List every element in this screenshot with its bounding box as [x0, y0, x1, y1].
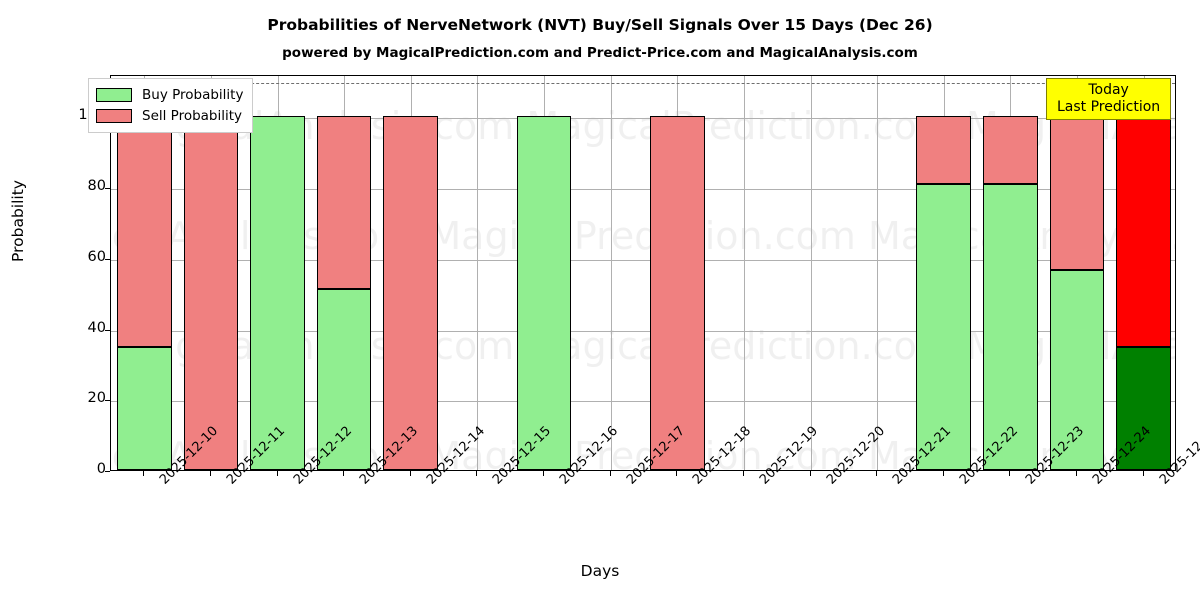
x-axis-tick-label: 2025-12-18	[690, 424, 754, 488]
bar-segment-sell[interactable]	[1049, 116, 1105, 270]
gridline-horizontal	[111, 189, 1175, 191]
y-axis-tick-mark	[105, 188, 110, 190]
bar-segment-buy[interactable]	[1116, 346, 1171, 470]
plot-area: MagicalAnalysis.com MagicalPrediction.co…	[110, 75, 1176, 471]
x-axis-tick-mark	[1076, 471, 1078, 476]
bar-segment-buy[interactable]	[316, 288, 372, 470]
x-axis-tick-mark	[343, 471, 345, 476]
bar-segment-sell[interactable]	[183, 116, 239, 470]
bar-column[interactable]	[516, 76, 572, 470]
x-axis-tick-mark	[143, 471, 145, 476]
bar-segment-sell[interactable]	[383, 116, 439, 470]
y-axis-tick-label: 40	[87, 319, 106, 336]
x-axis-tick-label: 2025-12-22	[957, 424, 1021, 488]
bar-segment-sell[interactable]	[116, 116, 172, 348]
bar-column[interactable]	[1049, 76, 1105, 470]
x-axis-tick-label: 2025-12-12	[291, 424, 355, 488]
x-axis-tick-label: 2025-12-20	[824, 424, 888, 488]
bar-segment-sell[interactable]	[983, 116, 1038, 185]
y-axis-tick-label: 80	[87, 178, 106, 195]
bar-segment-buy[interactable]	[983, 184, 1038, 470]
today-annotation: Today Last Prediction	[1046, 78, 1172, 121]
gridline-vertical	[477, 76, 478, 470]
y-axis-tick-label: 0	[96, 461, 106, 477]
x-axis-tick-mark	[209, 471, 211, 476]
bar-column[interactable]	[250, 76, 305, 470]
x-axis-tick-mark	[1009, 471, 1011, 476]
bar-column[interactable]	[1116, 76, 1171, 470]
bar-column[interactable]	[649, 76, 705, 470]
x-axis-tick-mark	[609, 471, 611, 476]
bar-column[interactable]	[183, 76, 239, 470]
x-axis-tick-label: 2025-12-16	[557, 424, 621, 488]
bar-segment-buy[interactable]	[116, 347, 172, 470]
x-axis-tick-label: 2025-12-24	[1090, 424, 1154, 488]
gridline-vertical	[744, 76, 745, 470]
x-axis-tick-label: 2025-12-23	[1023, 424, 1087, 488]
x-axis-tick-label: 2025-12-21	[890, 424, 954, 488]
x-axis-tick-mark	[742, 471, 744, 476]
legend-color-swatch	[96, 87, 132, 102]
bar-segment-sell[interactable]	[916, 116, 972, 185]
bar-segment-buy[interactable]	[1049, 269, 1105, 470]
x-axis-tick-label: 2025-12-14	[424, 424, 488, 488]
bar-segment-sell[interactable]	[316, 116, 372, 289]
x-axis-tick-mark	[876, 471, 878, 476]
today-annotation-line1: Today	[1088, 82, 1129, 98]
gridline-horizontal	[111, 118, 1175, 120]
y-axis-tick-label: 20	[87, 390, 106, 407]
legend-item[interactable]: Buy Probability	[96, 84, 243, 105]
bar-column[interactable]	[316, 76, 372, 470]
x-axis-tick-label: 2025-12-17	[624, 424, 688, 488]
bar-column[interactable]	[116, 76, 172, 470]
y-axis-tick-mark	[105, 258, 110, 260]
bar-segment-buy[interactable]	[516, 116, 572, 470]
x-axis-tick-mark	[1142, 471, 1144, 476]
bar-segment-buy[interactable]	[916, 184, 972, 470]
x-axis-tick-label: 2025-12-19	[757, 424, 821, 488]
chart-subtitle: powered by MagicalPrediction.com and Pre…	[282, 45, 918, 61]
bar-column[interactable]	[983, 76, 1038, 470]
x-axis-tick-label: 2025-12-25	[1156, 423, 1200, 488]
bar-segment-sell[interactable]	[1116, 116, 1171, 347]
reference-line	[111, 83, 1175, 85]
bar-column[interactable]	[383, 76, 439, 470]
legend-color-swatch	[96, 108, 132, 123]
x-axis-tick-label: 2025-12-15	[490, 424, 554, 488]
today-annotation-line2: Last Prediction	[1057, 98, 1161, 115]
x-axis-tick-mark	[276, 471, 278, 476]
bar-segment-buy[interactable]	[250, 116, 305, 470]
y-axis-tick-mark	[105, 329, 110, 331]
x-axis-tick-mark	[809, 471, 811, 476]
legend-item[interactable]: Sell Probability	[96, 105, 243, 126]
legend-item-label: Buy Probability	[142, 86, 244, 103]
x-axis-tick-label: 2025-12-13	[357, 424, 421, 488]
gridline-vertical	[877, 76, 878, 470]
chart-title: Probabilities of NerveNetwork (NVT) Buy/…	[267, 16, 933, 34]
chart-legend: Buy Probability Sell Probability	[88, 78, 254, 133]
x-axis-tick-mark	[942, 471, 944, 476]
gridline-vertical	[811, 76, 812, 470]
x-axis-tick-mark	[543, 471, 545, 476]
gridline-vertical	[611, 76, 612, 470]
x-axis-tick-mark	[476, 471, 478, 476]
y-axis-tick-label: 60	[87, 248, 106, 265]
bar-column[interactable]	[916, 76, 972, 470]
gridline-horizontal	[111, 401, 1175, 403]
y-axis-tick-mark	[105, 471, 110, 472]
gridline-horizontal	[111, 259, 1175, 261]
gridline-horizontal	[111, 330, 1175, 332]
x-axis-label: Days	[580, 562, 620, 580]
bar-segment-sell[interactable]	[649, 116, 705, 470]
x-axis-tick-label: 2025-12-11	[224, 424, 288, 488]
legend-item-label: Sell Probability	[142, 107, 243, 124]
x-axis-tick-mark	[676, 471, 678, 476]
x-axis-tick-mark	[409, 471, 411, 476]
y-axis-label: Probability	[9, 180, 27, 262]
x-axis-tick-label: 2025-12-10	[157, 424, 221, 488]
y-axis-tick-mark	[105, 400, 110, 402]
